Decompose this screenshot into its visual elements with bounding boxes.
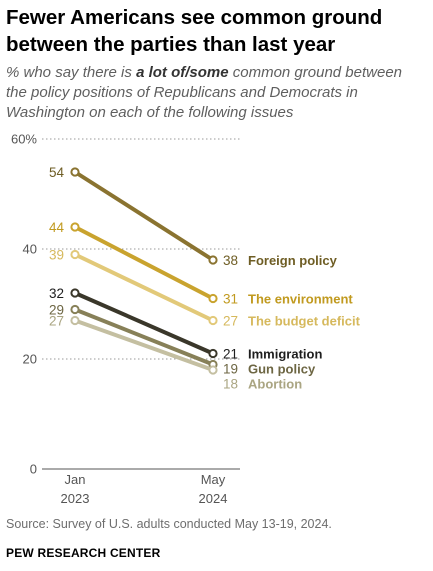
data-label-start-immigration: 32	[49, 286, 64, 301]
series-label-abortion: Abortion	[248, 377, 302, 392]
x-tick-label-0-line2: 2023	[61, 491, 90, 506]
pew-research-center-logo: PEW RESEARCH CENTER	[6, 546, 161, 560]
data-point-abortion-1	[208, 365, 218, 375]
series-label-the-environment: The environment	[248, 292, 353, 307]
data-label-end-the-environment: 31	[223, 292, 238, 307]
subtitle-emphasis: a lot of/some	[136, 64, 229, 81]
data-point-foreign-policy-1	[208, 255, 218, 265]
data-label-end-immigration: 21	[223, 347, 238, 362]
x-tick-label-0-line1: Jan	[65, 472, 86, 487]
source-note: Source: Survey of U.S. adults conducted …	[6, 517, 332, 531]
x-tick-label-1-line2: 2024	[199, 491, 228, 506]
x-tick-label-1-line1: May	[201, 472, 226, 487]
series-label-foreign-policy: Foreign policy	[248, 253, 338, 268]
data-label-end-the-budget-deficit: 27	[223, 314, 238, 329]
data-label-start-abortion: 27	[49, 314, 64, 329]
series-line-gun-policy	[73, 307, 215, 367]
data-label-start-gun-policy: 29	[49, 303, 64, 318]
chart-subtitle: % who say there is a lot of/some common …	[6, 63, 426, 123]
data-label-end-abortion: 18	[223, 377, 238, 392]
data-point-the-budget-deficit-0	[70, 249, 80, 260]
data-point-the-environment-1	[208, 293, 218, 304]
data-point-the-budget-deficit-1	[208, 315, 218, 326]
y-tick-label-20: 20	[23, 352, 37, 367]
y-tick-label-60: 60%	[11, 132, 37, 147]
data-point-immigration-1	[208, 348, 218, 359]
data-label-start-foreign-policy: 54	[49, 165, 65, 180]
subtitle-prefix: % who say there is	[6, 64, 137, 81]
data-label-end-foreign-policy: 38	[223, 253, 238, 268]
data-point-abortion-0	[70, 315, 80, 326]
data-point-the-environment-0	[70, 222, 80, 232]
data-label-end-gun-policy: 19	[223, 362, 238, 377]
y-tick-label-40: 40	[23, 242, 37, 257]
series-label-the-budget-deficit: The budget deficit	[248, 314, 361, 329]
data-label-start-the-environment: 44	[49, 220, 65, 235]
series-label-gun-policy: Gun policy	[248, 362, 316, 377]
series-line-the-environment	[73, 225, 215, 301]
data-label-start-the-budget-deficit: 39	[49, 248, 64, 263]
data-point-immigration-0	[70, 288, 80, 298]
y-tick-label-0: 0	[30, 462, 37, 477]
series-line-the-budget-deficit	[73, 252, 215, 323]
data-point-gun-policy-0	[70, 304, 80, 315]
subtitle-suffix: common ground between the policy positio…	[6, 64, 403, 121]
data-point-foreign-policy-0	[70, 167, 80, 177]
chart-title: Fewer Americans see common ground betwee…	[6, 6, 383, 56]
series-line-foreign-policy	[73, 170, 215, 262]
series-line-immigration	[73, 291, 215, 356]
series-label-immigration: Immigration	[248, 347, 322, 362]
series-line-abortion	[73, 318, 215, 372]
